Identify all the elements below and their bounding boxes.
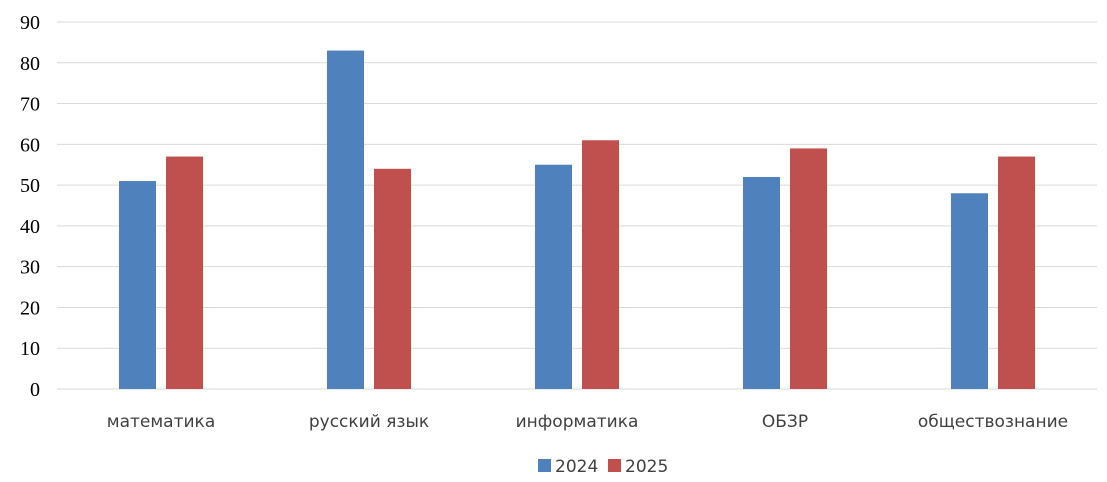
y-tick-label: 20	[20, 297, 40, 319]
y-tick-label: 40	[20, 216, 40, 238]
bar-2024-2	[327, 50, 364, 390]
y-tick-label: 60	[20, 134, 40, 156]
x-category-label: обществознание	[918, 412, 1068, 432]
bar-2025-5	[998, 156, 1035, 389]
bar-2024-1	[119, 181, 156, 389]
x-category-label: ОБЗР	[762, 412, 808, 432]
x-category-label: информатика	[516, 412, 639, 432]
y-tick-label: 0	[30, 379, 40, 401]
bar-2025-2	[374, 168, 411, 389]
bar-2024-5	[951, 193, 988, 389]
gridlines	[57, 21, 1097, 390]
legend: 2024 2025	[538, 457, 668, 477]
legend-label-2025: 2025	[625, 457, 668, 477]
legend-swatch-2025	[608, 459, 621, 472]
x-axis-categories: математика русский язык информатика ОБЗР общ…	[107, 412, 1068, 432]
legend-label-2024: 2024	[555, 457, 598, 477]
x-category-label: математика	[107, 412, 215, 432]
y-tick-label: 50	[20, 175, 40, 197]
y-tick-label: 90	[20, 12, 40, 34]
legend-swatch-2024	[538, 459, 551, 472]
x-category-label: русский язык	[309, 412, 429, 432]
y-tick-label: 10	[20, 338, 40, 360]
bar-2025-1	[166, 156, 203, 389]
y-tick-label: 70	[20, 94, 40, 116]
bar-2024-4	[743, 176, 780, 389]
y-tick-label: 30	[20, 257, 40, 279]
bar-2025-3	[582, 140, 619, 389]
bar-2024-3	[535, 164, 572, 389]
bar-2025-4	[790, 148, 827, 389]
y-tick-label: 80	[20, 53, 40, 75]
bars	[119, 50, 1035, 390]
y-axis-ticks: 0 10 20 30 40 50 60 70 80 90	[20, 12, 40, 401]
